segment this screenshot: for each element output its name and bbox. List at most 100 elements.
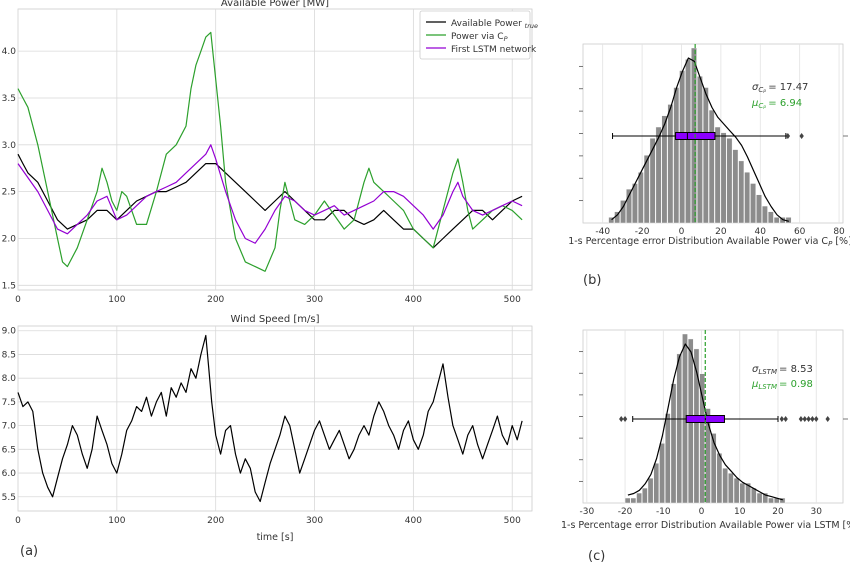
- lstm-error-bar: [745, 482, 751, 504]
- lstm-error-bar: [676, 353, 683, 504]
- lstm-error-outlier: [798, 416, 804, 422]
- lstm-error-bar: [670, 383, 677, 504]
- cp-error-bar: [767, 211, 774, 224]
- wind-xtick-label: 100: [108, 516, 125, 526]
- power-xtick-label: 0: [15, 295, 21, 305]
- lstm-error-bar: [659, 443, 665, 504]
- wind-ytick-label: 7.0: [2, 422, 17, 432]
- power-series-1: [17, 31, 523, 272]
- lstm-error-bar: [728, 472, 734, 504]
- cp-error-bar: [750, 183, 756, 224]
- lstm-error-bar: [665, 413, 671, 504]
- lstm-error-bar: [768, 497, 774, 504]
- wind-chart-title: Wind Speed [m/s]: [231, 314, 320, 325]
- wind-chart: 0 100 200 300 400 500 5.5 6.0 6.5 7.0 7.5 8.0 8.5 9.0: [2, 325, 533, 526]
- lstm-error-bar: [642, 487, 648, 504]
- wind-ytick-label: 6.0: [2, 469, 17, 479]
- power-xtick-label: 300: [306, 295, 323, 305]
- cp-error-xtick-label: -40: [595, 227, 610, 237]
- power-xtick-label: 100: [108, 295, 125, 305]
- cp-error-outlier: [785, 133, 791, 139]
- power-xtick-label: 200: [207, 295, 224, 305]
- lstm-error-bar: [739, 482, 746, 504]
- cp-error-xtick-label: 20: [715, 227, 727, 237]
- cp-error-bar: [608, 217, 615, 224]
- lstm-error-bar: [636, 492, 642, 504]
- cp-error-xtick-label: 60: [794, 227, 806, 237]
- lstm-error-bar: [756, 492, 763, 504]
- panel-label-a: (a): [20, 544, 38, 559]
- lstm-error-bar: [716, 453, 723, 504]
- cp-error-bar: [720, 132, 727, 224]
- power-series-2: [17, 144, 523, 244]
- cp-error-bar: [756, 194, 762, 224]
- wind-xtick-label: 400: [405, 516, 422, 526]
- legend-label-lstm: First LSTM network: [451, 45, 537, 55]
- lstm-error-outlier: [810, 416, 815, 422]
- cp-error-kde-curve: [611, 57, 789, 222]
- lstm-error-bar: [699, 373, 705, 504]
- lstm-error-xtick-label: -20: [618, 507, 633, 517]
- power-chart-title: Available Power [MW]: [221, 0, 329, 9]
- lstm-error-bar: [630, 497, 637, 504]
- lstm-error-bar: [762, 492, 769, 504]
- lstm-error-xtick-label: 20: [772, 507, 784, 517]
- cp-error-bar: [744, 171, 751, 224]
- lstm-error-bar: [751, 487, 757, 504]
- lstm-error-xtick-label: 30: [811, 507, 823, 517]
- cp-error-bar: [655, 126, 662, 224]
- wind-ytick-label: 9.0: [2, 327, 17, 337]
- power-ytick-label: 2.0: [2, 234, 17, 244]
- cp-error-bar: [643, 155, 650, 224]
- cp-error-bar: [762, 205, 768, 224]
- power-legend: Available Power true Power via CP First …: [419, 10, 538, 60]
- wind-xtick-label: 300: [306, 516, 323, 526]
- lstm-error-outlier: [825, 416, 830, 422]
- lstm-error-xtick-label: 0: [699, 507, 705, 517]
- wind-xtick-label: 0: [15, 516, 21, 526]
- wind-xtick-label: 500: [504, 516, 521, 526]
- power-ytick-label: 2.5: [2, 188, 16, 198]
- lstm-mu-stat: μLSTM = 0.98: [751, 379, 813, 391]
- lstm-error-bar: [647, 477, 654, 504]
- lstm-error-bar: [710, 433, 717, 504]
- lstm-error-xtick-label: -30: [579, 507, 594, 517]
- lstm-error-xtick-label: -10: [656, 507, 671, 517]
- cp-error-bar: [649, 138, 656, 224]
- power-series-0: [17, 153, 523, 249]
- cp-error-bar: [773, 217, 780, 224]
- lstm-error-outlier: [779, 416, 785, 422]
- cp-error-histogram: -40 -20 0 20 40 60 80: [579, 43, 848, 237]
- cp-error-bar: [632, 183, 638, 224]
- lstm-error-outlier: [622, 416, 628, 422]
- lstm-error-bar: [624, 497, 631, 504]
- cp-error-bar: [714, 126, 721, 224]
- cp-error-xtick-label: 80: [833, 227, 845, 237]
- cp-error-bar: [637, 171, 644, 224]
- cp-mu-stat: μCₚ = 6.94: [751, 98, 802, 110]
- lstm-error-bar: [705, 408, 711, 504]
- lstm-error-bar: [693, 348, 700, 504]
- lstm-error-xtick-label: 10: [734, 507, 746, 517]
- lstm-error-outlier: [619, 416, 624, 422]
- cp-error-bar: [685, 59, 691, 224]
- wind-ytick-label: 7.5: [2, 398, 16, 408]
- power-ytick-label: 3.0: [2, 141, 17, 151]
- cp-histogram-xlabel: 1-s Percentage error Distribution Availa…: [568, 236, 850, 248]
- wind-ytick-label: 8.0: [2, 374, 17, 384]
- power-ytick-label: 4.0: [2, 47, 17, 57]
- wind-chart-xlabel: time [s]: [257, 532, 294, 543]
- cp-error-xtick-label: 0: [679, 227, 685, 237]
- cp-error-bar: [697, 76, 703, 224]
- lstm-error-histogram: -30 -20 -10 0 10 20 30: [579, 329, 848, 517]
- lstm-error-outlier: [783, 416, 788, 422]
- cp-error-bar: [708, 109, 715, 224]
- lstm-error-outlier: [802, 416, 807, 422]
- cp-error-bar: [661, 115, 668, 224]
- cp-error-xtick-label: -20: [635, 227, 650, 237]
- lstm-error-outlier: [806, 416, 811, 422]
- wind-ytick-label: 5.5: [2, 493, 16, 503]
- cp-error-bar: [732, 149, 739, 224]
- lstm-sigma-stat: σLSTM = 8.53: [752, 364, 813, 376]
